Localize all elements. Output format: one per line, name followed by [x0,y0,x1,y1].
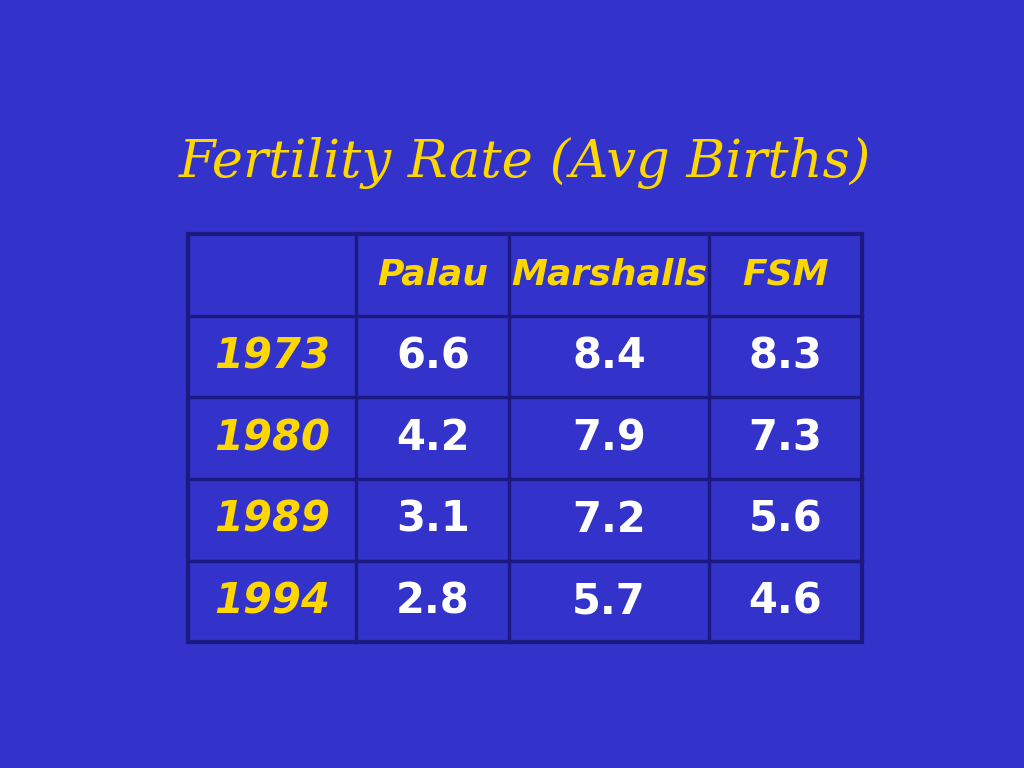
Text: 1989: 1989 [214,498,330,541]
Text: 7.3: 7.3 [749,417,822,459]
Text: 1973: 1973 [214,336,330,378]
Text: 3.1: 3.1 [396,498,470,541]
Text: Marshalls: Marshalls [511,258,708,292]
Text: 4.2: 4.2 [396,417,470,459]
Text: FSM: FSM [742,258,828,292]
Text: 1994: 1994 [214,581,330,622]
Text: 2.8: 2.8 [396,581,470,622]
Text: 4.6: 4.6 [749,581,822,622]
Text: 7.2: 7.2 [572,498,646,541]
Text: 1980: 1980 [214,417,330,459]
Text: Palau: Palau [377,258,488,292]
Text: Fertility Rate (Avg Births): Fertility Rate (Avg Births) [178,137,871,189]
Text: 6.6: 6.6 [396,336,470,378]
Text: 5.7: 5.7 [572,581,646,622]
Text: 8.3: 8.3 [749,336,822,378]
Text: 8.4: 8.4 [572,336,646,378]
Bar [187,234,862,642]
Text: 7.9: 7.9 [572,417,646,459]
Text: 5.6: 5.6 [749,498,822,541]
